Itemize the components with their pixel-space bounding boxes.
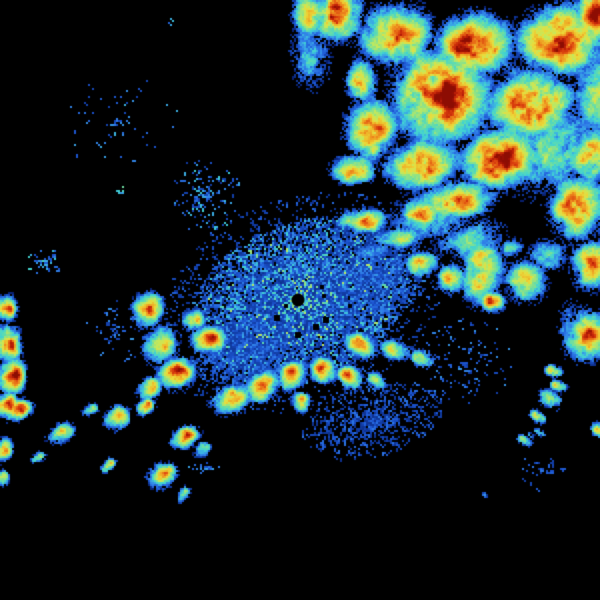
radar-reflectivity-display bbox=[0, 0, 600, 600]
radar-canvas bbox=[0, 0, 600, 600]
